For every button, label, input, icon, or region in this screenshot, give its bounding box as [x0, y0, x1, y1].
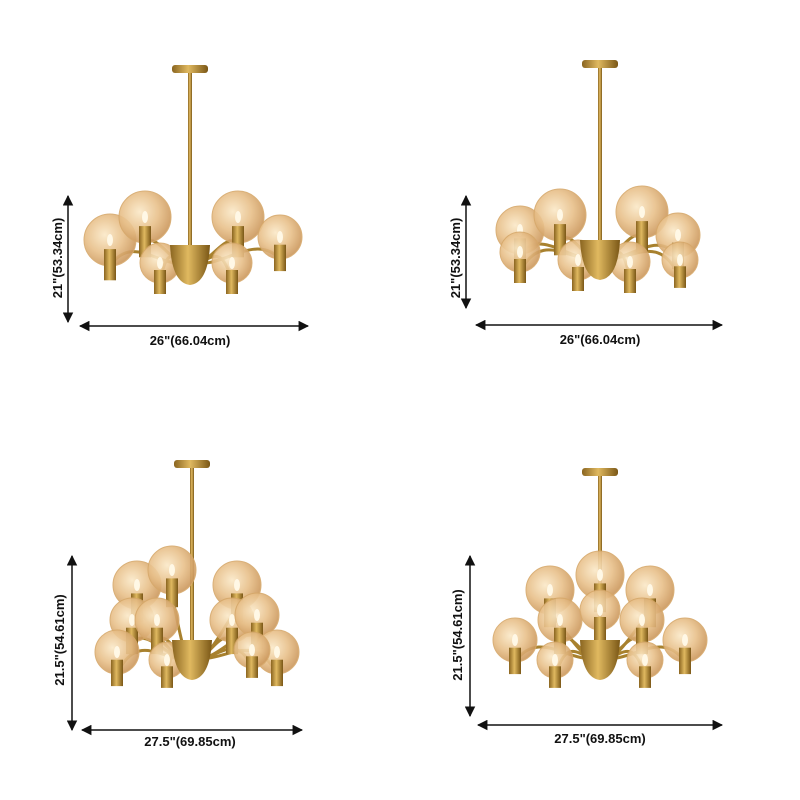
dimension-arrows	[62, 194, 724, 736]
canopy	[172, 65, 208, 73]
canopy	[582, 60, 618, 68]
candle-cup	[639, 666, 651, 688]
candle-cup	[624, 269, 636, 293]
width-label: 27.5"(69.85cm)	[144, 734, 235, 749]
bulb-glow	[107, 234, 113, 246]
bulb-glow	[249, 644, 255, 656]
width-label: 26"(66.04cm)	[150, 333, 231, 348]
width-label: 26"(66.04cm)	[560, 332, 641, 347]
bulb-glow	[642, 654, 648, 666]
width-label: 27.5"(69.85cm)	[554, 731, 645, 746]
bowl	[580, 640, 620, 680]
bulb-glow	[235, 211, 241, 223]
candle-cup	[509, 647, 521, 675]
bulb-glow	[154, 614, 160, 626]
bulb-glow	[169, 564, 175, 576]
bowl	[580, 240, 620, 280]
bulb-glow	[682, 634, 688, 646]
bulb-glow	[229, 614, 235, 626]
bulb-glow	[547, 584, 553, 596]
bulb-glow	[557, 209, 563, 221]
height-label: 21"(53.34cm)	[50, 218, 65, 299]
bulb-glow	[254, 609, 260, 621]
bulb-glow	[277, 231, 283, 243]
chandeliers	[83, 60, 708, 688]
candle-cup	[572, 267, 584, 291]
bulb-glow	[142, 211, 148, 223]
canopy	[582, 468, 618, 476]
bowl	[172, 640, 212, 680]
candle-cup	[104, 249, 116, 281]
bulb-glow	[134, 579, 140, 591]
bulb-glow	[597, 604, 603, 616]
candle-cup	[111, 659, 123, 687]
candle-cup	[271, 659, 283, 687]
rod	[188, 73, 192, 245]
candle-cup	[674, 266, 686, 288]
bulb-glow	[647, 584, 653, 596]
candle-cup	[514, 259, 526, 283]
height-label: 21.5"(54.61cm)	[450, 589, 465, 680]
bowl	[170, 245, 210, 285]
bulb-glow	[512, 634, 518, 646]
bulb-glow	[114, 646, 120, 658]
candle-cup	[549, 666, 561, 688]
candle-cup	[166, 578, 178, 608]
bulb-glow	[575, 254, 581, 266]
bulb-glow	[234, 579, 240, 591]
bulb-glow	[164, 654, 170, 666]
rod	[190, 468, 194, 640]
candle-cup	[226, 270, 238, 294]
bulb-glow	[639, 206, 645, 218]
candle-cup	[154, 270, 166, 294]
height-label: 21"(53.34cm)	[448, 218, 463, 299]
bulb-glow	[627, 256, 633, 268]
candle-cup	[161, 666, 173, 688]
bulb-glow	[274, 646, 280, 658]
bulb-glow	[129, 614, 135, 626]
bulb-glow	[597, 569, 603, 581]
rod	[598, 68, 602, 240]
bulb-glow	[229, 257, 235, 269]
bulb-glow	[675, 229, 681, 241]
height-label: 21.5"(54.61cm)	[52, 594, 67, 685]
canopy	[174, 460, 210, 468]
bulb-glow	[557, 614, 563, 626]
candle-cup	[679, 647, 691, 675]
bulb-glow	[517, 246, 523, 258]
candle-cup	[594, 617, 606, 641]
bulb-glow	[157, 257, 163, 269]
candle-cup	[246, 656, 258, 678]
bulb-glow	[552, 654, 558, 666]
bulb-glow	[639, 614, 645, 626]
bulb-glow	[677, 254, 683, 266]
candle-cup	[274, 244, 286, 272]
